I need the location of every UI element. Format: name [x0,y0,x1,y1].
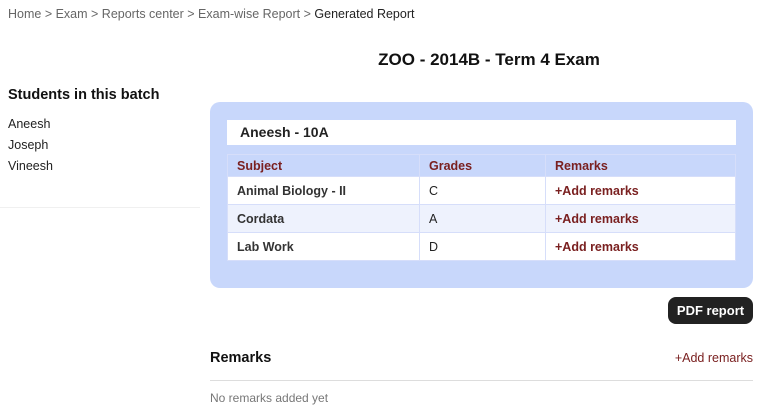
pdf-report-button[interactable]: PDF report [668,297,753,324]
student-link[interactable]: Aneesh [8,117,51,131]
page-title: ZOO - 2014B - Term 4 Exam [378,50,600,69]
divider [0,207,200,208]
breadcrumb-reports-center[interactable]: Reports center [101,7,184,21]
student-link[interactable]: Vineesh [8,159,53,173]
remarks-heading: Remarks [210,350,272,366]
subject: Animal Biology - II [227,176,420,205]
col-grades: Grades [419,154,546,177]
grade: D [419,232,546,261]
divider [210,380,753,381]
report-card: Aneesh - 10A Subject Grades Remarks Animal… [210,102,753,288]
table-row: Cordata A +Add remarks [227,204,736,233]
students-sidebar: Students in this batch Aneesh Joseph Vin… [8,87,159,180]
students-heading: Students in this batch [8,87,160,103]
subject: Cordata [227,204,420,233]
no-remarks-text: No remarks added yet [210,391,329,405]
breadcrumb-exam-wise-report[interactable]: Exam-wise Report [198,7,301,21]
add-remarks-link[interactable]: +Add remarks [555,239,639,254]
grade: A [419,204,546,233]
student-link[interactable]: Joseph [8,138,49,152]
add-remarks-link[interactable]: +Add remarks [555,183,639,198]
breadcrumb: Home > Exam > Reports center > Exam-wise… [8,7,415,21]
breadcrumb-exam[interactable]: Exam [55,7,88,21]
grade: C [419,176,546,205]
table-header: Subject Grades Remarks [227,154,736,177]
breadcrumb-home[interactable]: Home [8,7,42,21]
add-remarks-link[interactable]: +Add remarks [555,211,639,226]
add-remarks-button[interactable]: +Add remarks [674,351,753,365]
col-remarks: Remarks [545,154,736,177]
col-subject: Subject [227,154,420,177]
table-row: Lab Work D +Add remarks [227,232,736,261]
student-name: Aneesh - 10A [227,120,736,145]
table-row: Animal Biology - II C +Add remarks [227,176,736,205]
subject: Lab Work [227,232,420,261]
breadcrumb-current: Generated Report [314,7,415,21]
grades-table: Subject Grades Remarks Animal Biology - II… [227,154,736,261]
